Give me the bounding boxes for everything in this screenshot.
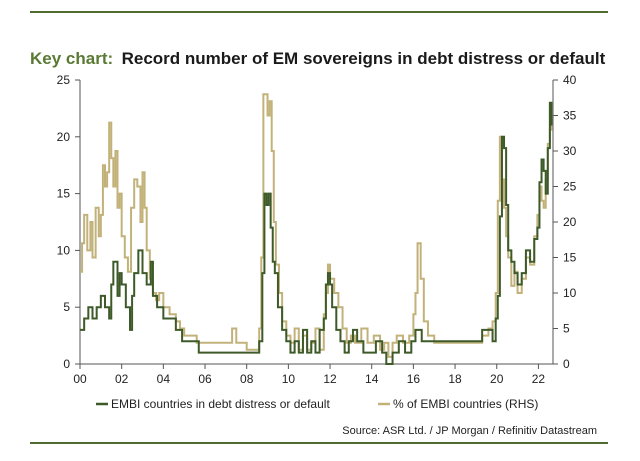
- title-text: Record number of EM sovereigns in debt d…: [122, 49, 606, 68]
- y-left-tick-label: 25: [57, 73, 71, 87]
- x-axis-ticks: 00 02 04 06 08 10 12 14 16 18 20 22: [73, 364, 545, 386]
- x-tick-label: 14: [365, 372, 379, 386]
- y-right-tick-label: 30: [563, 144, 577, 158]
- series-line-embi-pct: [80, 93, 553, 358]
- y-left-tick-label: 0: [63, 357, 70, 371]
- y-right-tick-label: 35: [563, 109, 577, 123]
- legend-label-embi-pct: % of EMBI countries (RHS): [393, 397, 538, 411]
- x-tick-label: 12: [323, 372, 337, 386]
- x-tick-label: 06: [198, 372, 212, 386]
- x-tick-label: 10: [282, 372, 296, 386]
- y-right-tick-label: 40: [563, 73, 577, 87]
- y-right-tick-label: 5: [563, 322, 570, 336]
- legend-label-embi-count: EMBI countries in debt distress or defau…: [111, 397, 330, 411]
- chart-title: Key chart: Record number of EM sovereign…: [30, 49, 606, 68]
- x-tick-label: 18: [448, 372, 462, 386]
- y-right-axis-ticks: 0 5 10 15 20 25 30 35 40: [553, 73, 577, 371]
- x-tick-label: 02: [115, 372, 129, 386]
- title-key-label: Key chart:: [30, 49, 113, 68]
- x-tick-label: 08: [240, 372, 254, 386]
- legend: EMBI countries in debt distress or defau…: [96, 397, 538, 411]
- y-left-tick-label: 5: [63, 300, 70, 314]
- y-left-tick-label: 15: [57, 187, 71, 201]
- x-tick-label: 22: [532, 372, 546, 386]
- y-right-tick-label: 15: [563, 251, 577, 265]
- y-right-tick-label: 0: [563, 357, 570, 371]
- x-tick-label: 20: [490, 372, 504, 386]
- plot-area: 00 02 04 06 08 10 12 14 16 18 20 22 0 5 10 15 20 25 0 5 10…: [57, 73, 577, 386]
- y-left-axis-ticks: 0 5 10 15 20 25: [57, 73, 80, 371]
- x-tick-label: 00: [73, 372, 87, 386]
- series-layer: [80, 93, 553, 365]
- x-tick-label: 16: [407, 372, 421, 386]
- x-tick-label: 04: [157, 372, 171, 386]
- source-note: Source: ASR Ltd. / JP Morgan / Refinitiv…: [342, 425, 597, 437]
- series-line-embi-count: [80, 101, 553, 365]
- y-left-tick-label: 20: [57, 130, 71, 144]
- y-right-tick-label: 25: [563, 180, 577, 194]
- y-right-tick-label: 20: [563, 215, 577, 229]
- y-right-tick-label: 10: [563, 286, 577, 300]
- y-left-tick-label: 10: [57, 243, 71, 257]
